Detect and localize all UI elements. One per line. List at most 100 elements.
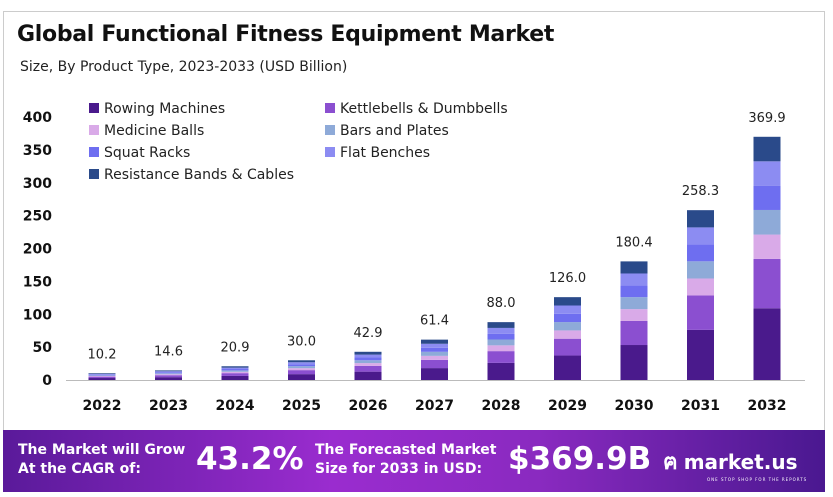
y-tick-label: 100 xyxy=(23,307,52,323)
bar-segment-2032-4 xyxy=(753,185,781,210)
bar-segment-2026-3 xyxy=(354,360,382,364)
cagr-label-line1: The Market will Grow xyxy=(18,442,186,458)
bar-segment-2025-6 xyxy=(288,360,315,363)
logo-icon: ฅ xyxy=(663,450,678,475)
chart-title: Global Functional Fitness Equipment Mark… xyxy=(17,22,555,47)
legend-swatch xyxy=(89,147,99,157)
x-tick-label: 2027 xyxy=(415,398,454,414)
y-tick-label: 400 xyxy=(23,110,52,126)
bar-segment-2027-2 xyxy=(421,355,448,360)
bar-segment-2023-4 xyxy=(155,372,182,374)
bar-segment-2029-3 xyxy=(554,322,581,331)
bar-segment-2022-6 xyxy=(88,373,116,375)
bar-segment-2024-4 xyxy=(221,369,249,371)
bar-segment-2028-3 xyxy=(487,339,515,346)
cagr-value: 43.2% xyxy=(196,441,304,477)
legend-swatch xyxy=(325,147,335,157)
cagr-label: The Market will Grow At the CAGR of: xyxy=(18,441,185,479)
bar-segment-2031-4 xyxy=(687,244,714,262)
total-label: 88.0 xyxy=(487,296,516,311)
bar-segment-2027-4 xyxy=(421,347,448,352)
bar-segment-2026-1 xyxy=(354,365,382,372)
y-tick-label: 150 xyxy=(23,274,52,290)
bar-segment-2030-1 xyxy=(620,320,648,346)
bar-segment-2029-5 xyxy=(554,305,581,314)
forecast-label-line1: The Forecasted Market xyxy=(315,442,497,458)
bar-segment-2032-2 xyxy=(753,234,781,259)
legend-label: Bars and Plates xyxy=(340,123,449,139)
total-label: 42.9 xyxy=(354,326,383,341)
bar-segment-2029-0 xyxy=(554,355,581,380)
x-tick-label: 2026 xyxy=(349,398,388,414)
bar-segment-2023-1 xyxy=(155,375,182,378)
x-tick-label: 2030 xyxy=(615,398,654,414)
forecast-value: $369.9B xyxy=(508,441,652,477)
y-tick-label: 350 xyxy=(23,143,52,159)
total-label: 258.3 xyxy=(682,184,719,199)
legend-label: Rowing Machines xyxy=(104,101,225,117)
bar-segment-2028-6 xyxy=(487,322,515,328)
cagr-label-line2: At the CAGR of: xyxy=(18,461,141,477)
bar-segment-2030-6 xyxy=(620,261,648,274)
x-tick-label: 2031 xyxy=(681,398,720,414)
legend-label: Flat Benches xyxy=(340,145,430,161)
bar-segment-2024-6 xyxy=(221,366,249,368)
bar-segment-2026-6 xyxy=(354,351,382,355)
logo-text: market.us xyxy=(683,450,798,474)
stacked-bar-chart: 0 50 100 150 200 250 300 350 400 10.2 2022 14.6 2023… xyxy=(23,101,805,414)
bar-segment-2031-5 xyxy=(687,227,714,245)
bar-segment-2026-4 xyxy=(354,357,382,361)
total-label: 14.6 xyxy=(154,344,183,359)
bar-segment-2023-2 xyxy=(155,374,182,376)
forecast-label: The Forecasted Market Size for 2033 in U… xyxy=(315,441,496,479)
total-label: 61.4 xyxy=(420,314,449,329)
x-tick-label: 2029 xyxy=(548,398,587,414)
forecast-label-line2: Size for 2033 in USD: xyxy=(315,461,483,477)
bar-segment-2022-1 xyxy=(88,376,116,379)
bar-segment-2028-4 xyxy=(487,333,515,340)
legend-label: Medicine Balls xyxy=(104,123,204,139)
bar-segment-2026-2 xyxy=(354,363,382,366)
bar-segment-2024-2 xyxy=(221,371,249,374)
chart-frame xyxy=(3,11,825,430)
bar-segment-2022-3 xyxy=(88,375,116,376)
y-tick-label: 0 xyxy=(42,373,52,389)
bar-segment-2025-5 xyxy=(288,362,315,365)
bar-segment-2026-0 xyxy=(354,371,382,380)
bar-segment-2024-5 xyxy=(221,367,249,370)
bar-segment-2023-3 xyxy=(155,373,182,375)
total-label: 30.0 xyxy=(287,334,316,349)
bar-segment-2032-6 xyxy=(753,136,781,162)
x-tick-label: 2028 xyxy=(482,398,521,414)
legend-swatch xyxy=(89,125,99,135)
bar-segment-2027-5 xyxy=(421,343,448,348)
y-tick-label: 200 xyxy=(23,242,52,258)
x-tick-label: 2032 xyxy=(748,398,787,414)
total-label: 126.0 xyxy=(549,271,586,286)
legend-label: Kettlebells & Dumbbells xyxy=(340,101,508,117)
bar-segment-2025-1 xyxy=(288,370,315,375)
bar-segment-2031-1 xyxy=(687,295,714,330)
legend-label: Squat Racks xyxy=(104,145,190,161)
bar-segment-2027-3 xyxy=(421,351,448,356)
bar-segment-2031-0 xyxy=(687,329,714,380)
bar-segment-2026-5 xyxy=(354,354,382,358)
legend-swatch xyxy=(89,169,99,179)
bar-segment-2025-4 xyxy=(288,364,315,367)
bar-segment-2031-6 xyxy=(687,210,714,228)
bar-segment-2032-5 xyxy=(753,161,781,186)
logo-tagline: ONE STOP SHOP FOR THE REPORTS xyxy=(707,477,808,482)
bar-segment-2032-3 xyxy=(753,209,781,235)
bar-segment-2025-2 xyxy=(288,368,315,371)
market-us-logo: ฅ market.us ONE STOP SHOP FOR THE REPORTS xyxy=(663,444,807,482)
bar-segment-2030-0 xyxy=(620,345,648,380)
bar-segment-2029-4 xyxy=(554,313,581,323)
bar-segment-2022-5 xyxy=(88,374,116,375)
bar-segment-2030-3 xyxy=(620,297,648,310)
bar-segment-2031-3 xyxy=(687,261,714,279)
bar-segment-2022-4 xyxy=(88,374,116,376)
bar-segment-2030-4 xyxy=(620,285,648,298)
chart-subtitle: Size, By Product Type, 2023-2033 (USD Bi… xyxy=(20,59,348,75)
legend-swatch xyxy=(89,103,99,113)
bar-segment-2028-1 xyxy=(487,351,515,363)
